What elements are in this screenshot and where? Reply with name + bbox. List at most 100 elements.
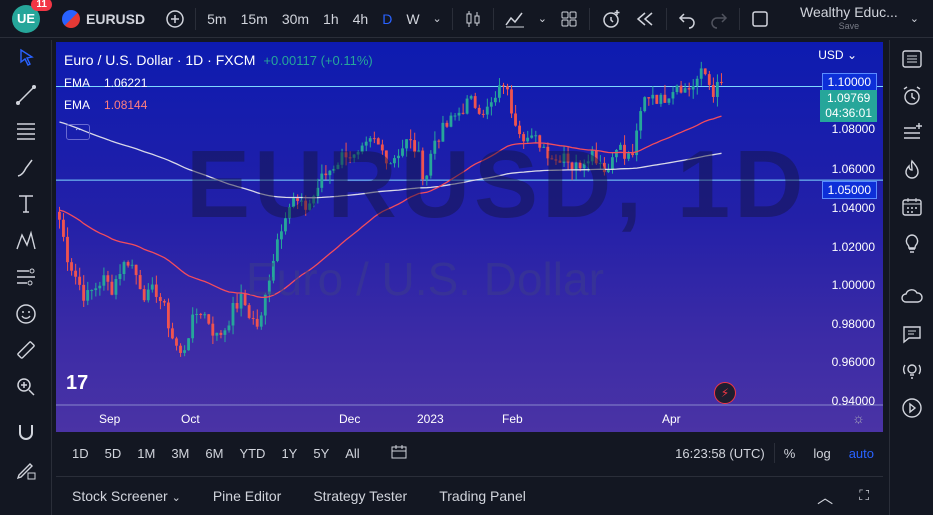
candle-body [667, 98, 671, 103]
zoom-tool[interactable] [0, 369, 52, 406]
utc-clock[interactable]: 16:23:58 (UTC) [675, 445, 765, 461]
candle-body [627, 153, 630, 159]
redo-button[interactable] [703, 0, 735, 38]
layouts-button[interactable] [553, 0, 585, 38]
separator [665, 7, 667, 30]
indicators-button[interactable] [498, 0, 532, 38]
price-chart[interactable]: EURUSD, 1D Euro / U.S. Dollar Euro / U.S… [56, 42, 883, 432]
currency-selector[interactable]: USD ⌄ [818, 48, 857, 62]
candle-body [554, 159, 558, 161]
axis-options: 16:23:58 (UTC) % log auto [666, 443, 883, 463]
fib-tool[interactable] [0, 113, 52, 150]
broadcast-button[interactable] [890, 389, 933, 426]
candle-body [429, 153, 433, 176]
candle-body [154, 284, 158, 297]
timeframe-dropdown[interactable]: ⌄ [427, 0, 448, 38]
tab-stock-screener[interactable]: Stock Screener ⌄ [56, 488, 197, 504]
log-toggle[interactable]: log [813, 445, 831, 461]
candle-body [74, 270, 77, 277]
tab-strategy-tester[interactable]: Strategy Tester [313, 487, 408, 504]
range-5d[interactable]: 5D [104, 445, 122, 461]
bottom-panel-tabs: Stock Screener ⌄ Pine Editor Strategy Te… [56, 476, 883, 514]
candle-body [715, 81, 719, 97]
candle-body [179, 345, 182, 353]
cursor-tool[interactable] [0, 40, 52, 77]
candle-body [332, 168, 336, 171]
ideas-button[interactable] [890, 225, 933, 262]
chevron-up-icon[interactable]: ︿ [817, 489, 834, 507]
range-ytd[interactable]: YTD [239, 445, 266, 461]
data-window-button[interactable] [890, 114, 933, 151]
icons-tool[interactable] [0, 296, 52, 333]
eur-usd-flag-icon [62, 9, 80, 28]
range-1m[interactable]: 1M [137, 445, 156, 461]
pattern-tool[interactable] [0, 223, 52, 260]
lightning-icon[interactable]: ⚡ [714, 382, 736, 404]
layout-save-status: Save [838, 20, 860, 31]
goto-date-button[interactable] [382, 444, 416, 463]
ema-legend-1[interactable]: EMA 1.06221 [64, 76, 373, 90]
range-6m[interactable]: 6M [205, 445, 224, 461]
timeframe-15m[interactable]: 15m [240, 10, 268, 27]
timeframe-w[interactable]: W [406, 10, 420, 27]
prediction-tool[interactable] [0, 259, 52, 296]
tab-pine-editor[interactable]: Pine Editor [212, 487, 282, 504]
candle-body [352, 154, 356, 158]
symbol-search-button[interactable]: EURUSD [62, 9, 145, 28]
ema-legend-2[interactable]: EMA 1.08144 [64, 98, 373, 112]
tab-trading-panel[interactable]: Trading Panel [439, 487, 526, 504]
streams-button[interactable] [890, 278, 933, 315]
fullscreen-toggle[interactable] [744, 0, 776, 38]
calendar-button[interactable] [890, 188, 933, 225]
chart-type-button[interactable] [457, 0, 489, 38]
indicators-dropdown[interactable]: ⌄ [532, 0, 553, 38]
replay-button[interactable] [628, 0, 662, 38]
timeframe-4h[interactable]: 4h [352, 10, 369, 27]
chats-button[interactable] [890, 315, 933, 352]
maximize-panel-icon[interactable]: ⛶ [859, 487, 869, 503]
measure-tool[interactable] [0, 332, 52, 369]
candle-body [691, 85, 695, 90]
candle-body [98, 285, 102, 289]
undo-button[interactable] [671, 0, 703, 38]
hotlists-button[interactable] [890, 151, 933, 188]
text-tool[interactable] [0, 186, 52, 223]
range-3m[interactable]: 3M [171, 445, 190, 461]
timeframe-1h[interactable]: 1h [323, 10, 339, 27]
candle-body [663, 94, 667, 103]
range-1d[interactable]: 1D [72, 445, 89, 461]
candle-body [304, 200, 308, 210]
trendline-tool[interactable] [0, 77, 52, 114]
help-button[interactable] [890, 352, 933, 389]
candle-body [518, 125, 521, 135]
rewind-icon [636, 11, 653, 26]
timeframe-5m[interactable]: 5m [207, 10, 227, 27]
settings-gear-icon[interactable]: ☼ [852, 410, 865, 426]
chevron-down-icon: ⌄ [171, 491, 181, 504]
range-5y[interactable]: 5Y [313, 445, 330, 461]
magnet-tool[interactable] [0, 415, 52, 452]
candle-body [457, 112, 461, 116]
layout-name-button[interactable]: Wealthy Educ... Save [800, 5, 904, 33]
compare-symbol-button[interactable] [159, 0, 191, 38]
timeframe-30m[interactable]: 30m [281, 10, 310, 27]
candle-body [619, 144, 622, 150]
brush-tool[interactable] [0, 150, 52, 187]
percent-toggle[interactable]: % [783, 445, 796, 461]
range-1y[interactable]: 1Y [281, 445, 298, 461]
lock-drawing-tool[interactable] [0, 452, 52, 489]
tradingview-logo[interactable]: 17 [66, 372, 89, 394]
alerts-button[interactable] [890, 77, 933, 114]
auto-scale-toggle[interactable]: auto [848, 445, 874, 461]
alert-button[interactable] [594, 0, 628, 38]
range-all[interactable]: All [345, 445, 360, 461]
timeframe-d[interactable]: D [382, 10, 393, 27]
candle-body [566, 153, 570, 163]
candle-body [312, 196, 316, 204]
watchlist-button[interactable] [890, 40, 933, 77]
candle-body [62, 219, 65, 237]
lightbulb-signal-icon [902, 363, 922, 379]
layout-dropdown[interactable]: ⌄ [904, 0, 933, 38]
user-avatar[interactable]: UE 11 [12, 0, 52, 33]
collapse-legend-button[interactable]: ⌃ [66, 124, 90, 140]
